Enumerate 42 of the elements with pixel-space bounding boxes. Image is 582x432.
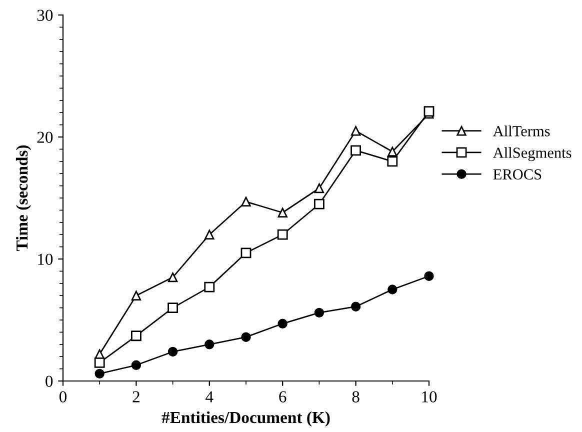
- point: [314, 198, 324, 210]
- point: [350, 126, 361, 136]
- point: [424, 271, 434, 281]
- point: [388, 284, 398, 294]
- y-tick-label: 10: [38, 254, 53, 265]
- legend-label: AllTerms: [493, 126, 550, 136]
- y-tick-label: 0: [46, 376, 53, 387]
- legend-label: EROCS: [493, 169, 542, 180]
- point: [131, 290, 142, 300]
- point: [314, 183, 324, 194]
- point: [168, 272, 178, 282]
- point: [387, 156, 398, 167]
- x-tick-label: 4: [206, 391, 214, 402]
- point: [277, 229, 288, 240]
- x-tick-label: 8: [352, 391, 360, 402]
- point: [168, 302, 178, 314]
- point: [240, 248, 252, 258]
- legend-label: AllSegments: [493, 147, 572, 162]
- point: [131, 360, 142, 370]
- y-tick-label: 20: [37, 132, 53, 143]
- x-axis-title: #Entities/Document (K): [162, 411, 330, 427]
- point: [241, 332, 251, 342]
- point: [278, 318, 288, 329]
- point: [388, 146, 398, 156]
- x-tick-label: 10: [422, 391, 437, 402]
- point: [94, 368, 104, 379]
- point: [130, 330, 142, 342]
- x-tick-label: 2: [132, 391, 140, 402]
- point: [241, 196, 251, 207]
- point: [278, 208, 288, 218]
- point: [168, 346, 178, 357]
- x-tick-label: 6: [279, 391, 286, 402]
- y-tick-label: 30: [37, 10, 53, 21]
- point: [314, 308, 324, 318]
- point: [94, 357, 105, 368]
- point: [350, 145, 362, 156]
- point: [204, 340, 214, 350]
- point: [204, 230, 214, 240]
- point: [204, 282, 215, 292]
- x-tick-label: 0: [59, 391, 67, 402]
- y-axis-title: Time (seconds): [16, 145, 32, 252]
- point: [350, 302, 361, 312]
